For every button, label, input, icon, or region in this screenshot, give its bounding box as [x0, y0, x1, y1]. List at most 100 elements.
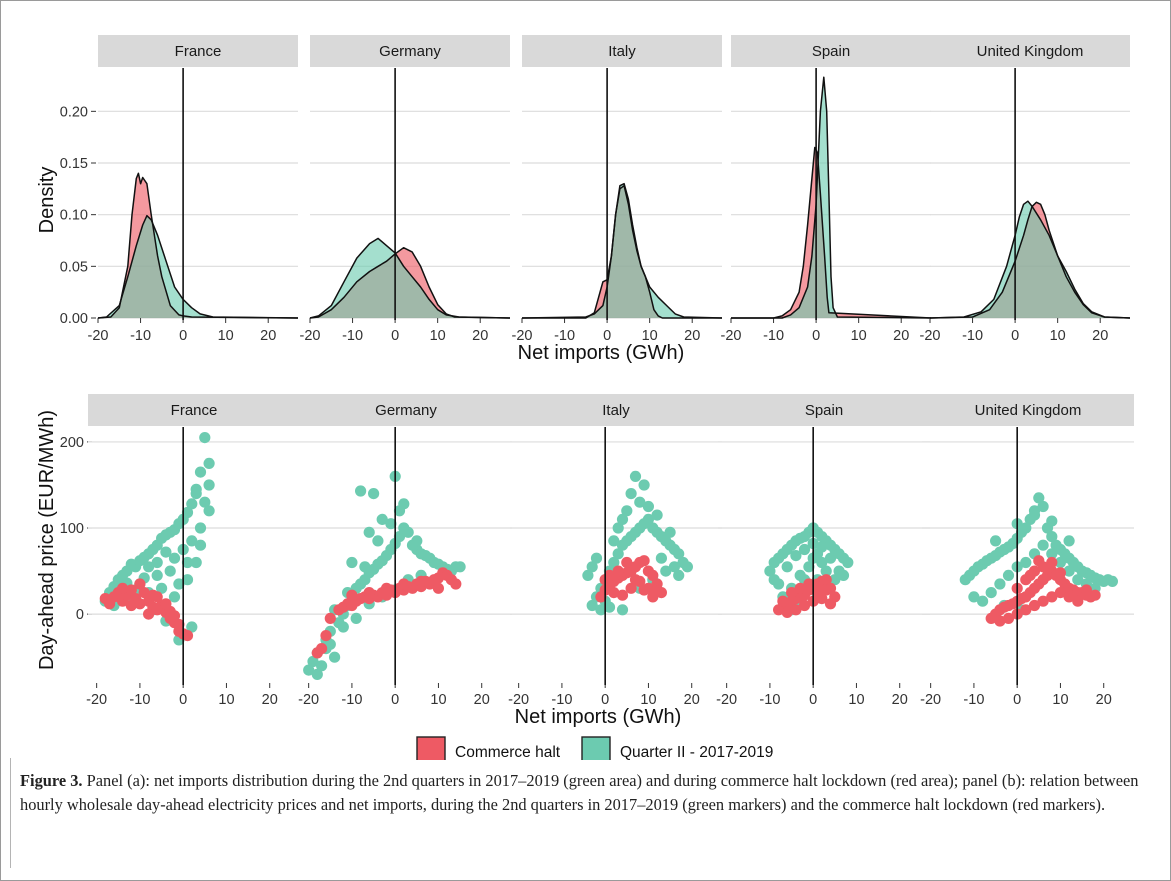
- xtick-label: -10: [963, 692, 984, 708]
- point-quarter: [642, 500, 655, 513]
- legend: Commerce halt Quarter II - 2017-2019: [416, 736, 773, 760]
- xtick-label: 10: [640, 692, 656, 708]
- point-commerce-halt: [415, 575, 427, 588]
- point-quarter: [186, 498, 198, 510]
- point-quarter: [359, 561, 371, 573]
- point-commerce-halt: [324, 612, 336, 625]
- point-commerce-halt: [432, 582, 444, 594]
- point-commerce-halt: [1072, 595, 1084, 607]
- xtick-label: -20: [508, 692, 529, 708]
- point-quarter: [346, 556, 358, 569]
- point-quarter: [203, 505, 215, 517]
- point-commerce-halt: [1054, 587, 1066, 599]
- xtick-label: 0: [809, 692, 817, 708]
- xtick-label: 20: [1092, 328, 1108, 344]
- facet-united-kingdom: United Kingdom -20 -10 0 10 20: [920, 35, 1131, 344]
- xtick-label: 20: [260, 328, 276, 344]
- ytick-label: 0.20: [60, 104, 88, 120]
- point-commerce-halt: [1020, 604, 1032, 616]
- point-quarter: [638, 479, 650, 491]
- point-quarter: [411, 535, 423, 547]
- ytick-label: 0.00: [60, 311, 88, 327]
- point-quarter: [316, 660, 328, 672]
- caption-rule: [10, 758, 11, 868]
- point-quarter: [1020, 556, 1032, 569]
- caption-text: Panel (a): net imports distribution duri…: [20, 771, 1139, 814]
- facet-title: Germany: [379, 43, 441, 60]
- point-quarter: [156, 582, 168, 594]
- xtick-label: 20: [892, 692, 908, 708]
- xtick-label: 0: [391, 328, 399, 344]
- point-quarter: [164, 565, 176, 577]
- point-quarter: [681, 561, 694, 573]
- legend-swatch-quarter: [581, 736, 611, 760]
- point-commerce-halt: [125, 584, 137, 596]
- xtick-label: 0: [391, 692, 399, 708]
- facet-title: United Kingdom: [977, 43, 1084, 60]
- xtick-label: 0: [1011, 328, 1019, 344]
- point-commerce-halt: [1028, 599, 1041, 612]
- point-commerce-halt: [316, 643, 328, 655]
- point-quarter: [651, 509, 663, 521]
- point-quarter: [1037, 500, 1049, 513]
- point-commerce-halt: [138, 587, 150, 599]
- xtick-label: 20: [472, 328, 488, 344]
- xtick-label: 20: [684, 692, 700, 708]
- point-quarter: [798, 543, 811, 556]
- xtick-label: 0: [179, 328, 187, 344]
- point-quarter: [1063, 535, 1075, 547]
- axis-titles: Density Net imports (GWh) Day-ahead pric…: [36, 167, 684, 728]
- density-outline: [731, 146, 932, 319]
- point-quarter: [655, 552, 668, 564]
- point-quarter: [985, 587, 997, 599]
- point-quarter: [977, 595, 989, 607]
- point-quarter: [194, 522, 207, 534]
- density-outline: [929, 201, 1131, 319]
- point-commerce-halt: [173, 618, 185, 631]
- legend-label-commerce-halt: Commerce halt: [455, 744, 561, 760]
- xtick-label: -10: [341, 692, 362, 708]
- point-quarter: [816, 556, 828, 569]
- point-quarter: [307, 655, 319, 668]
- point-quarter: [151, 556, 163, 569]
- point-commerce-halt: [450, 578, 462, 590]
- xtick-label: -10: [759, 692, 780, 708]
- xtick-label: -20: [298, 692, 319, 708]
- point-commerce-halt: [1037, 595, 1049, 607]
- point-quarter: [1072, 574, 1084, 586]
- point-commerce-halt: [781, 606, 793, 619]
- point-commerce-halt: [790, 604, 802, 616]
- xtick-label: 20: [262, 692, 278, 708]
- xtick-label: -20: [920, 328, 941, 344]
- point-quarter: [803, 561, 815, 573]
- point-commerce-halt: [1063, 591, 1075, 603]
- point-quarter: [168, 552, 181, 564]
- point-commerce-halt: [143, 608, 155, 620]
- facet-strip: [731, 35, 931, 67]
- xtick-label: -10: [763, 328, 784, 344]
- point-quarter: [1063, 565, 1075, 577]
- point-quarter: [368, 488, 380, 500]
- xtick-label: 0: [179, 692, 187, 708]
- point-quarter: [608, 556, 620, 569]
- point-quarter: [829, 574, 841, 586]
- point-commerce-halt: [621, 556, 633, 569]
- point-commerce-halt: [786, 587, 798, 599]
- panel-a-xlabel: Net imports (GWh): [518, 342, 685, 364]
- ytick-label: 0.10: [60, 208, 88, 224]
- point-commerce-halt: [363, 587, 375, 599]
- xtick-label: 20: [474, 692, 490, 708]
- point-quarter: [664, 526, 676, 538]
- point-quarter: [1046, 515, 1058, 527]
- point-commerce-halt: [134, 598, 146, 610]
- point-commerce-halt: [824, 598, 837, 610]
- point-commerce-halt: [811, 587, 824, 599]
- ytick-label: 0.15: [60, 156, 88, 172]
- point-quarter: [820, 565, 832, 577]
- point-quarter: [612, 522, 624, 534]
- point-quarter: [608, 535, 620, 547]
- point-quarter: [194, 539, 207, 551]
- point-quarter: [199, 496, 211, 508]
- xtick-label: -10: [129, 692, 150, 708]
